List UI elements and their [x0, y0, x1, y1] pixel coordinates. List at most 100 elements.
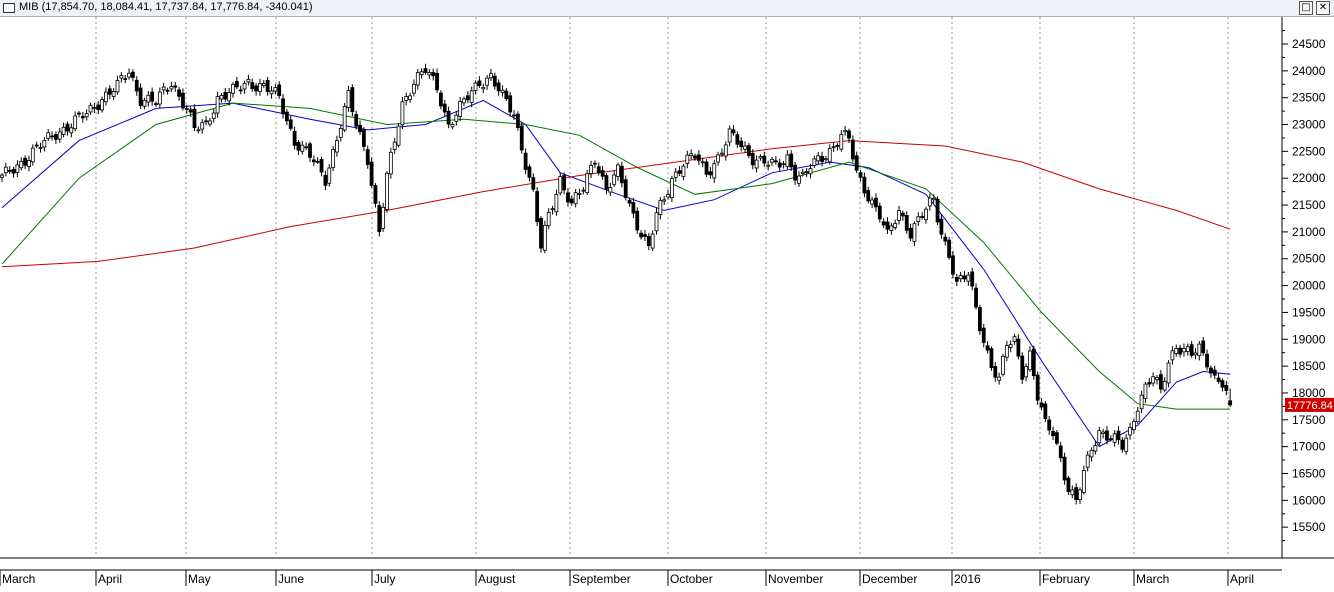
candle-body	[916, 216, 921, 222]
candle-body	[107, 88, 112, 95]
candle-body	[1081, 470, 1086, 493]
candle-body	[854, 155, 859, 171]
candle-body	[54, 133, 58, 140]
last-value-badge	[1285, 397, 1334, 412]
candle-body	[781, 163, 786, 166]
candle-body	[858, 172, 863, 178]
candle-body	[354, 114, 359, 127]
candle-body	[877, 205, 882, 220]
candle-body	[450, 123, 455, 128]
candle-body	[700, 161, 705, 164]
candle-body	[1055, 432, 1059, 444]
candle-body	[1189, 344, 1194, 356]
candle-body	[881, 221, 886, 226]
candle-body	[569, 198, 574, 204]
candle-body	[766, 164, 771, 167]
candle-body	[281, 98, 285, 115]
candle-body	[34, 144, 39, 147]
candle-body	[650, 233, 655, 249]
y-tick-label: 20500	[1292, 252, 1326, 266]
candle-body	[96, 104, 101, 111]
x-tick-label: November	[768, 572, 823, 586]
candle-body	[1093, 445, 1098, 452]
candle-body	[612, 174, 617, 185]
candle-body	[508, 95, 513, 113]
candle-body	[550, 208, 555, 211]
candle-body	[435, 72, 439, 91]
candle-body	[516, 113, 520, 128]
candle-body	[1085, 454, 1090, 468]
candle-body	[712, 163, 717, 179]
candle-body	[727, 128, 732, 143]
candle-body	[596, 166, 601, 173]
candle-body	[231, 83, 235, 94]
candle-body	[951, 255, 955, 275]
candle-body	[1105, 430, 1109, 441]
candle-body	[419, 71, 424, 75]
x-tick-label: May	[188, 572, 211, 586]
candle-body	[473, 82, 478, 91]
candle-body	[404, 96, 409, 101]
candle-body	[816, 155, 821, 162]
candle-body	[373, 185, 378, 204]
x-tick-label: June	[278, 572, 304, 586]
y-tick-label: 18500	[1292, 359, 1326, 373]
candle-body	[1170, 350, 1175, 361]
candle-body	[735, 134, 740, 145]
candle-body	[820, 156, 824, 162]
candle-body	[1139, 394, 1144, 410]
candle-body	[1182, 347, 1186, 353]
candle-body	[1147, 382, 1152, 385]
candle-body	[981, 327, 986, 344]
candle-body	[250, 82, 255, 90]
close-button[interactable]: ✕	[1316, 1, 1330, 15]
candle-body	[924, 208, 928, 221]
candle-body	[1185, 346, 1190, 352]
candle-body	[958, 275, 963, 280]
candle-body	[519, 125, 524, 151]
candle-body	[154, 103, 158, 106]
candle-body	[350, 87, 355, 113]
candle-body	[181, 92, 185, 109]
candle-body	[800, 171, 805, 175]
candle-body	[824, 158, 828, 161]
candle-body	[346, 90, 351, 108]
candle-body	[196, 129, 201, 132]
candle-body	[1197, 343, 1202, 357]
candle-body	[954, 277, 959, 282]
candle-body	[566, 192, 570, 203]
candle-body	[562, 175, 566, 191]
candle-body	[138, 87, 143, 106]
candle-body	[242, 82, 247, 90]
candle-body	[304, 146, 309, 149]
candle-body	[458, 100, 463, 117]
x-tick-label: July	[374, 572, 395, 586]
candle-body	[396, 125, 401, 146]
candle-body	[415, 72, 420, 86]
candle-body	[311, 159, 316, 163]
candle-body	[165, 89, 170, 92]
candle-body	[423, 68, 428, 73]
candle-body	[492, 75, 497, 87]
candle-body	[288, 119, 293, 129]
candle-body	[600, 170, 605, 177]
candle-body	[662, 199, 667, 202]
candle-body	[427, 72, 432, 76]
y-tick-label: 22500	[1292, 144, 1326, 158]
candle-body	[1058, 445, 1063, 459]
candle-body	[554, 194, 559, 213]
candle-body	[119, 75, 124, 79]
candle-body	[23, 157, 28, 166]
candle-body	[885, 221, 890, 230]
candle-body	[30, 147, 35, 163]
restore-button[interactable]: □	[1299, 1, 1313, 15]
candle-body	[57, 131, 62, 140]
candle-body	[446, 110, 451, 125]
candle-body	[1004, 345, 1009, 358]
candle-body	[1228, 400, 1233, 406]
candle-body	[723, 144, 728, 157]
candle-body	[619, 165, 624, 184]
candle-body	[69, 127, 74, 134]
candle-body	[169, 86, 174, 90]
candle-body	[512, 114, 516, 117]
